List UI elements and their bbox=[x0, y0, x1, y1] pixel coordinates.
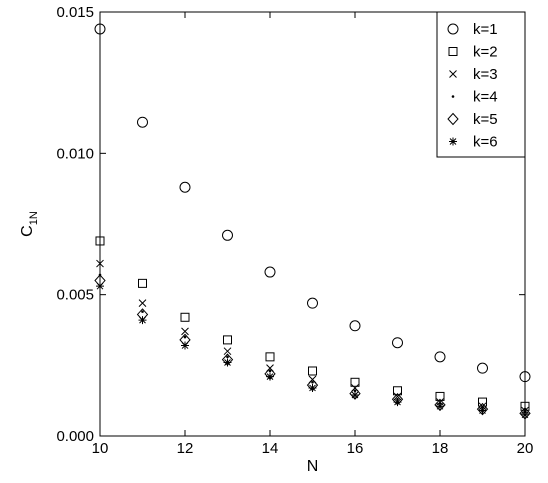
data-point bbox=[477, 362, 488, 374]
data-point bbox=[351, 391, 359, 400]
data-point bbox=[264, 266, 276, 278]
data-point bbox=[181, 341, 189, 350]
series-k5 bbox=[94, 274, 531, 420]
legend-label: k=3 bbox=[473, 66, 498, 83]
data-point bbox=[350, 377, 360, 387]
data-point bbox=[436, 402, 444, 411]
data-point bbox=[434, 398, 446, 412]
series-k4 bbox=[98, 273, 527, 414]
y-axis-ticks: 0.000 0.005 0.010 0.015 bbox=[56, 4, 525, 445]
data-point bbox=[393, 392, 402, 401]
plot-frame bbox=[99, 11, 526, 437]
legend: k=1 k=2 k=3 k=4 k=5 k=6 bbox=[436, 11, 526, 158]
data-point bbox=[137, 116, 148, 128]
data-point bbox=[138, 278, 147, 288]
data-point bbox=[478, 406, 487, 415]
data-point bbox=[435, 391, 445, 401]
data-point bbox=[311, 380, 314, 384]
legend-label: k=1 bbox=[473, 21, 498, 38]
legend-item: k=2 bbox=[448, 44, 498, 61]
data-point bbox=[478, 397, 487, 407]
data-point bbox=[183, 335, 187, 339]
data-point bbox=[180, 312, 190, 322]
data-point bbox=[223, 347, 232, 356]
data-point bbox=[223, 358, 232, 367]
x-tick-label: 20 bbox=[517, 440, 534, 457]
data-point bbox=[268, 369, 272, 373]
data-point bbox=[349, 320, 361, 332]
legend-marker bbox=[449, 137, 457, 146]
legend-item: k=4 bbox=[451, 89, 498, 106]
legend-item: k=6 bbox=[449, 134, 498, 151]
data-point bbox=[266, 372, 274, 381]
data-point bbox=[223, 335, 232, 345]
y-tick-label: 0.005 bbox=[56, 287, 94, 304]
y-tick-label: 0.015 bbox=[56, 4, 94, 21]
data-point bbox=[138, 299, 147, 308]
data-point bbox=[179, 181, 191, 193]
y-axis-label-subscript: 1N bbox=[28, 211, 40, 225]
data-point bbox=[181, 327, 189, 336]
data-point bbox=[138, 316, 147, 325]
data-point bbox=[222, 229, 233, 241]
legend-marker bbox=[448, 47, 458, 56]
x-tick-label: 14 bbox=[262, 440, 279, 457]
data-point bbox=[393, 398, 402, 407]
legend-label: k=4 bbox=[473, 89, 498, 106]
data-point bbox=[265, 352, 275, 362]
x-tick-label: 12 bbox=[177, 440, 194, 457]
data-point bbox=[434, 351, 446, 363]
y-axis-label: C1N bbox=[19, 211, 40, 237]
legend-box bbox=[436, 11, 526, 158]
data-point bbox=[141, 310, 144, 313]
x-tick-label: 10 bbox=[92, 440, 109, 457]
data-point bbox=[226, 355, 229, 359]
x-tick-label: 16 bbox=[347, 440, 364, 457]
data-point bbox=[476, 402, 489, 416]
data-point bbox=[393, 386, 402, 396]
y-axis-label-main: C bbox=[19, 225, 36, 237]
legend-label: k=2 bbox=[473, 44, 498, 61]
x-axis-ticks: 10 12 14 16 18 20 bbox=[92, 12, 534, 457]
series-k1 bbox=[94, 23, 531, 383]
y-tick-label: 0.010 bbox=[56, 145, 94, 162]
data-point bbox=[353, 389, 357, 393]
data-point bbox=[392, 337, 403, 349]
series-k6 bbox=[96, 282, 529, 419]
legend-label: k=6 bbox=[473, 134, 498, 151]
legend-item: k=5 bbox=[447, 111, 498, 128]
legend-marker bbox=[447, 112, 459, 126]
data-point bbox=[308, 366, 317, 376]
legend-marker bbox=[447, 23, 459, 35]
data-point bbox=[308, 383, 317, 392]
legend-item: k=3 bbox=[449, 66, 498, 83]
x-tick-label: 18 bbox=[432, 440, 449, 457]
legend-label: k=5 bbox=[473, 111, 498, 128]
y-tick-label: 0.000 bbox=[56, 428, 94, 445]
x-axis-label: N bbox=[307, 458, 319, 475]
legend-item: k=1 bbox=[447, 21, 498, 38]
legend-marker bbox=[451, 95, 455, 98]
data-point bbox=[307, 297, 318, 309]
legend-marker bbox=[449, 70, 457, 78]
data-point bbox=[349, 387, 361, 400]
